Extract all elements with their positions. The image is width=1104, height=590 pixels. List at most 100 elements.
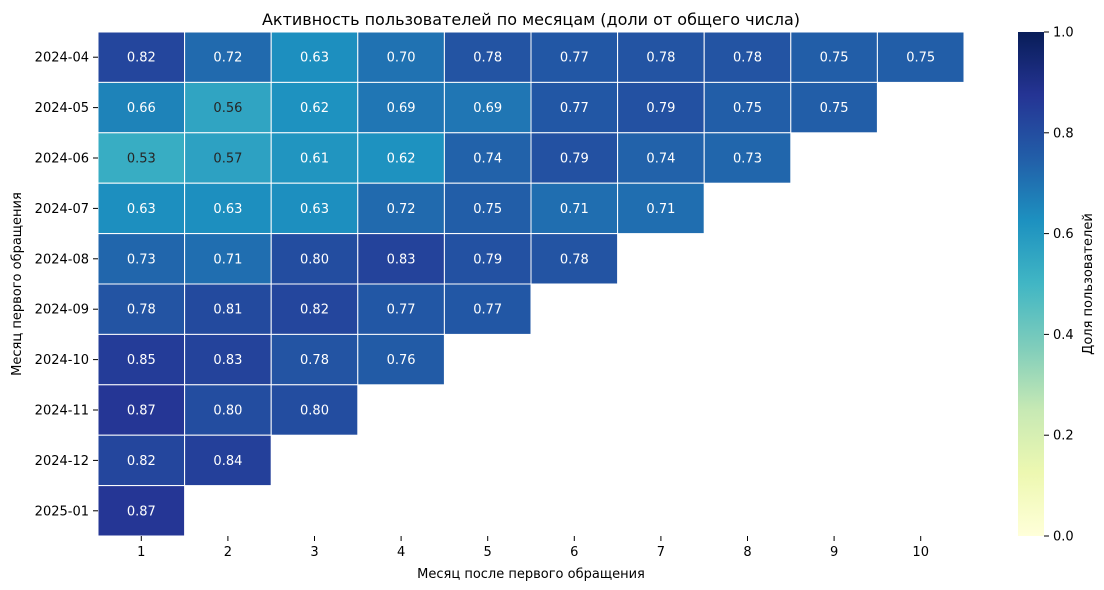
x-tick-label: 8 xyxy=(743,545,751,560)
cell-value-label: 0.74 xyxy=(473,152,502,167)
heatmap-cell xyxy=(270,132,359,184)
colorbar-label: Доля пользователей xyxy=(1081,213,1096,355)
heatmap-cell xyxy=(357,233,445,285)
cell-value-label: 0.81 xyxy=(213,303,242,318)
y-tick-label: 2024-10 xyxy=(35,353,89,368)
cell-value-label: 0.63 xyxy=(300,51,329,66)
heatmap-cell xyxy=(530,31,619,83)
cell-value-label: 0.73 xyxy=(127,252,156,267)
cell-value-label: 0.71 xyxy=(646,202,675,217)
x-tick-label: 6 xyxy=(570,545,578,560)
cell-value-label: 0.77 xyxy=(560,51,589,66)
cell-value-label: 0.77 xyxy=(387,303,416,318)
heatmap-cell xyxy=(184,81,272,134)
cell-value-label: 0.79 xyxy=(560,152,589,167)
x-tick-label: 7 xyxy=(657,545,665,560)
colorbar: 0.0 0.2 0.4 0.6 0.8 1.0 Доля пользователей xyxy=(1018,26,1096,545)
cell-value-label: 0.74 xyxy=(646,152,675,167)
heatmap-cell xyxy=(184,182,272,235)
colorbar-tick-label: 0.4 xyxy=(1053,328,1074,343)
cell-value-label: 0.70 xyxy=(387,51,416,66)
cell-value-label: 0.66 xyxy=(127,101,156,116)
heatmap-cell xyxy=(530,81,619,134)
heatmap-cell xyxy=(357,333,445,386)
heatmap-cell xyxy=(184,283,272,335)
cell-value-label: 0.80 xyxy=(213,404,242,419)
heatmap-cell xyxy=(703,81,792,134)
heatmap-cell xyxy=(876,31,965,83)
heatmap-cell xyxy=(184,31,272,83)
cell-value-label: 0.72 xyxy=(387,202,416,217)
cell-value-label: 0.75 xyxy=(820,51,849,66)
heatmap-cell xyxy=(184,434,272,487)
cell-value-label: 0.62 xyxy=(387,152,416,167)
heatmap-cell xyxy=(270,31,359,83)
heatmap-cell xyxy=(357,132,445,184)
cell-value-label: 0.77 xyxy=(473,303,502,318)
heatmap-cell xyxy=(270,283,359,335)
heatmap-cell xyxy=(184,233,272,285)
heatmap-cell xyxy=(270,384,359,436)
heatmap-cell xyxy=(703,132,792,184)
colorbar-tick-label: 1.0 xyxy=(1053,26,1074,41)
cell-value-label: 0.87 xyxy=(127,504,156,519)
cell-value-label: 0.53 xyxy=(127,152,156,167)
y-tick-label: 2024-05 xyxy=(35,101,89,116)
cell-value-label: 0.69 xyxy=(473,101,502,116)
cell-value-label: 0.78 xyxy=(646,51,675,66)
cell-value-label: 0.75 xyxy=(906,51,935,66)
y-tick-label: 2025-01 xyxy=(35,504,89,519)
y-tick-label: 2024-08 xyxy=(35,252,89,267)
heatmap-cell xyxy=(97,182,186,235)
heatmap-cells: 0.82 0.72 0.63 0.70 0.78 0.77 0.78 0.78 0.75 0.75… xyxy=(97,31,965,537)
cell-value-label: 0.75 xyxy=(820,101,849,116)
x-tick-label: 10 xyxy=(912,545,929,560)
x-axis-ticks: 1 2 3 4 5 6 7 8 9 10 xyxy=(137,536,929,560)
cell-value-label: 0.63 xyxy=(300,202,329,217)
cell-value-label: 0.82 xyxy=(300,303,329,318)
y-tick-label: 2024-11 xyxy=(35,404,89,419)
cell-value-label: 0.78 xyxy=(733,51,762,66)
cell-value-label: 0.56 xyxy=(213,101,242,116)
heatmap-cell xyxy=(184,333,272,386)
heatmap-cell xyxy=(357,81,445,134)
cell-value-label: 0.80 xyxy=(300,404,329,419)
cell-value-label: 0.61 xyxy=(300,152,329,167)
cell-value-label: 0.71 xyxy=(213,252,242,267)
cell-value-label: 0.63 xyxy=(127,202,156,217)
heatmap-cell xyxy=(97,485,186,537)
cell-value-label: 0.78 xyxy=(300,353,329,368)
y-tick-label: 2024-12 xyxy=(35,454,89,469)
colorbar-tick-label: 0.0 xyxy=(1053,530,1074,545)
heatmap-cell xyxy=(184,132,272,184)
cell-value-label: 0.82 xyxy=(127,51,156,66)
heatmap-cell xyxy=(184,384,272,436)
x-axis-label: Месяц после первого обращения xyxy=(417,567,645,582)
heatmap-cell xyxy=(97,132,186,184)
cell-value-label: 0.84 xyxy=(213,454,242,469)
heatmap-cell xyxy=(617,182,705,235)
colorbar-tick-label: 0.8 xyxy=(1053,126,1074,141)
cell-value-label: 0.76 xyxy=(387,353,416,368)
y-axis-label: Месяц первого обращения xyxy=(10,192,25,376)
heatmap-cell xyxy=(97,384,186,436)
x-tick-label: 4 xyxy=(397,545,405,560)
colorbar-gradient xyxy=(1018,32,1044,536)
heatmap-cell xyxy=(443,283,532,335)
cell-value-label: 0.62 xyxy=(300,101,329,116)
x-tick-label: 2 xyxy=(224,545,232,560)
x-tick-label: 1 xyxy=(137,545,145,560)
y-tick-label: 2024-06 xyxy=(35,152,89,167)
cell-value-label: 0.73 xyxy=(733,152,762,167)
cell-value-label: 0.82 xyxy=(127,454,156,469)
x-tick-label: 3 xyxy=(310,545,318,560)
heatmap-cell xyxy=(357,31,445,83)
heatmap-cell xyxy=(703,31,792,83)
heatmap-cell xyxy=(97,333,186,386)
x-tick-label: 9 xyxy=(830,545,838,560)
heatmap-cell xyxy=(97,31,186,83)
cell-value-label: 0.79 xyxy=(473,252,502,267)
colorbar-tick-label: 0.6 xyxy=(1053,227,1074,242)
cell-value-label: 0.75 xyxy=(473,202,502,217)
